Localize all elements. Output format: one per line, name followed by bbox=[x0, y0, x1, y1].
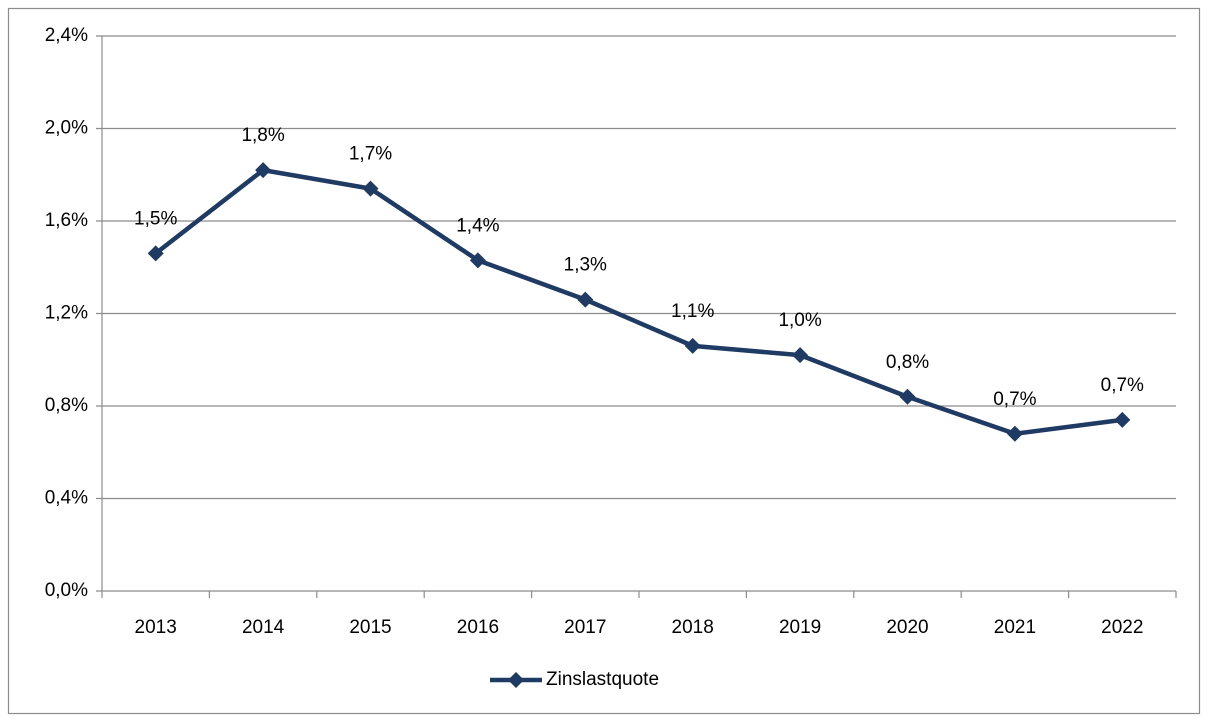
data-point bbox=[469, 252, 486, 269]
data-point bbox=[792, 347, 809, 364]
x-tick-label: 2016 bbox=[457, 617, 499, 638]
data-point bbox=[147, 245, 164, 262]
x-tick-label: 2022 bbox=[1101, 617, 1143, 638]
x-tick-label: 2014 bbox=[242, 617, 285, 638]
x-tick-label: 2013 bbox=[135, 617, 177, 638]
data-point bbox=[362, 180, 379, 197]
series-line bbox=[154, 167, 1123, 436]
x-tick-label: 2015 bbox=[349, 617, 391, 638]
y-tick-label: 1,6% bbox=[45, 210, 88, 231]
y-tick-label: 2,0% bbox=[45, 118, 88, 139]
y-tick-label: 0,4% bbox=[45, 488, 88, 509]
data-point bbox=[899, 388, 916, 405]
legend-marker bbox=[508, 672, 524, 688]
x-tick-label: 2021 bbox=[994, 617, 1036, 638]
data-label: 1,1% bbox=[671, 301, 714, 322]
x-tick-label: 2018 bbox=[672, 617, 714, 638]
x-tick-label: 2020 bbox=[886, 617, 928, 638]
data-label: 0,7% bbox=[993, 389, 1036, 410]
data-label: 1,4% bbox=[456, 215, 499, 236]
y-tick-label: 2,4% bbox=[45, 25, 88, 46]
data-label: 1,3% bbox=[564, 255, 607, 276]
legend-label: Zinslastquote bbox=[546, 669, 659, 690]
chart-border bbox=[7, 7, 1201, 715]
x-tick-label: 2017 bbox=[564, 617, 606, 638]
data-label: 1,5% bbox=[134, 208, 177, 229]
data-point bbox=[684, 337, 701, 354]
y-tick-label: 1,2% bbox=[45, 303, 88, 324]
data-point bbox=[577, 291, 594, 308]
data-point bbox=[255, 162, 272, 179]
data-label: 0,8% bbox=[886, 352, 929, 373]
data-label: 1,0% bbox=[778, 310, 821, 331]
data-label: 1,8% bbox=[241, 125, 284, 146]
data-label: 1,7% bbox=[349, 144, 392, 165]
y-tick-label: 0,0% bbox=[45, 580, 88, 601]
data-label: 0,7% bbox=[1101, 375, 1144, 396]
data-point bbox=[1006, 425, 1023, 442]
y-tick-label: 0,8% bbox=[45, 395, 88, 416]
x-tick-label: 2019 bbox=[779, 617, 821, 638]
data-point bbox=[1114, 411, 1131, 428]
